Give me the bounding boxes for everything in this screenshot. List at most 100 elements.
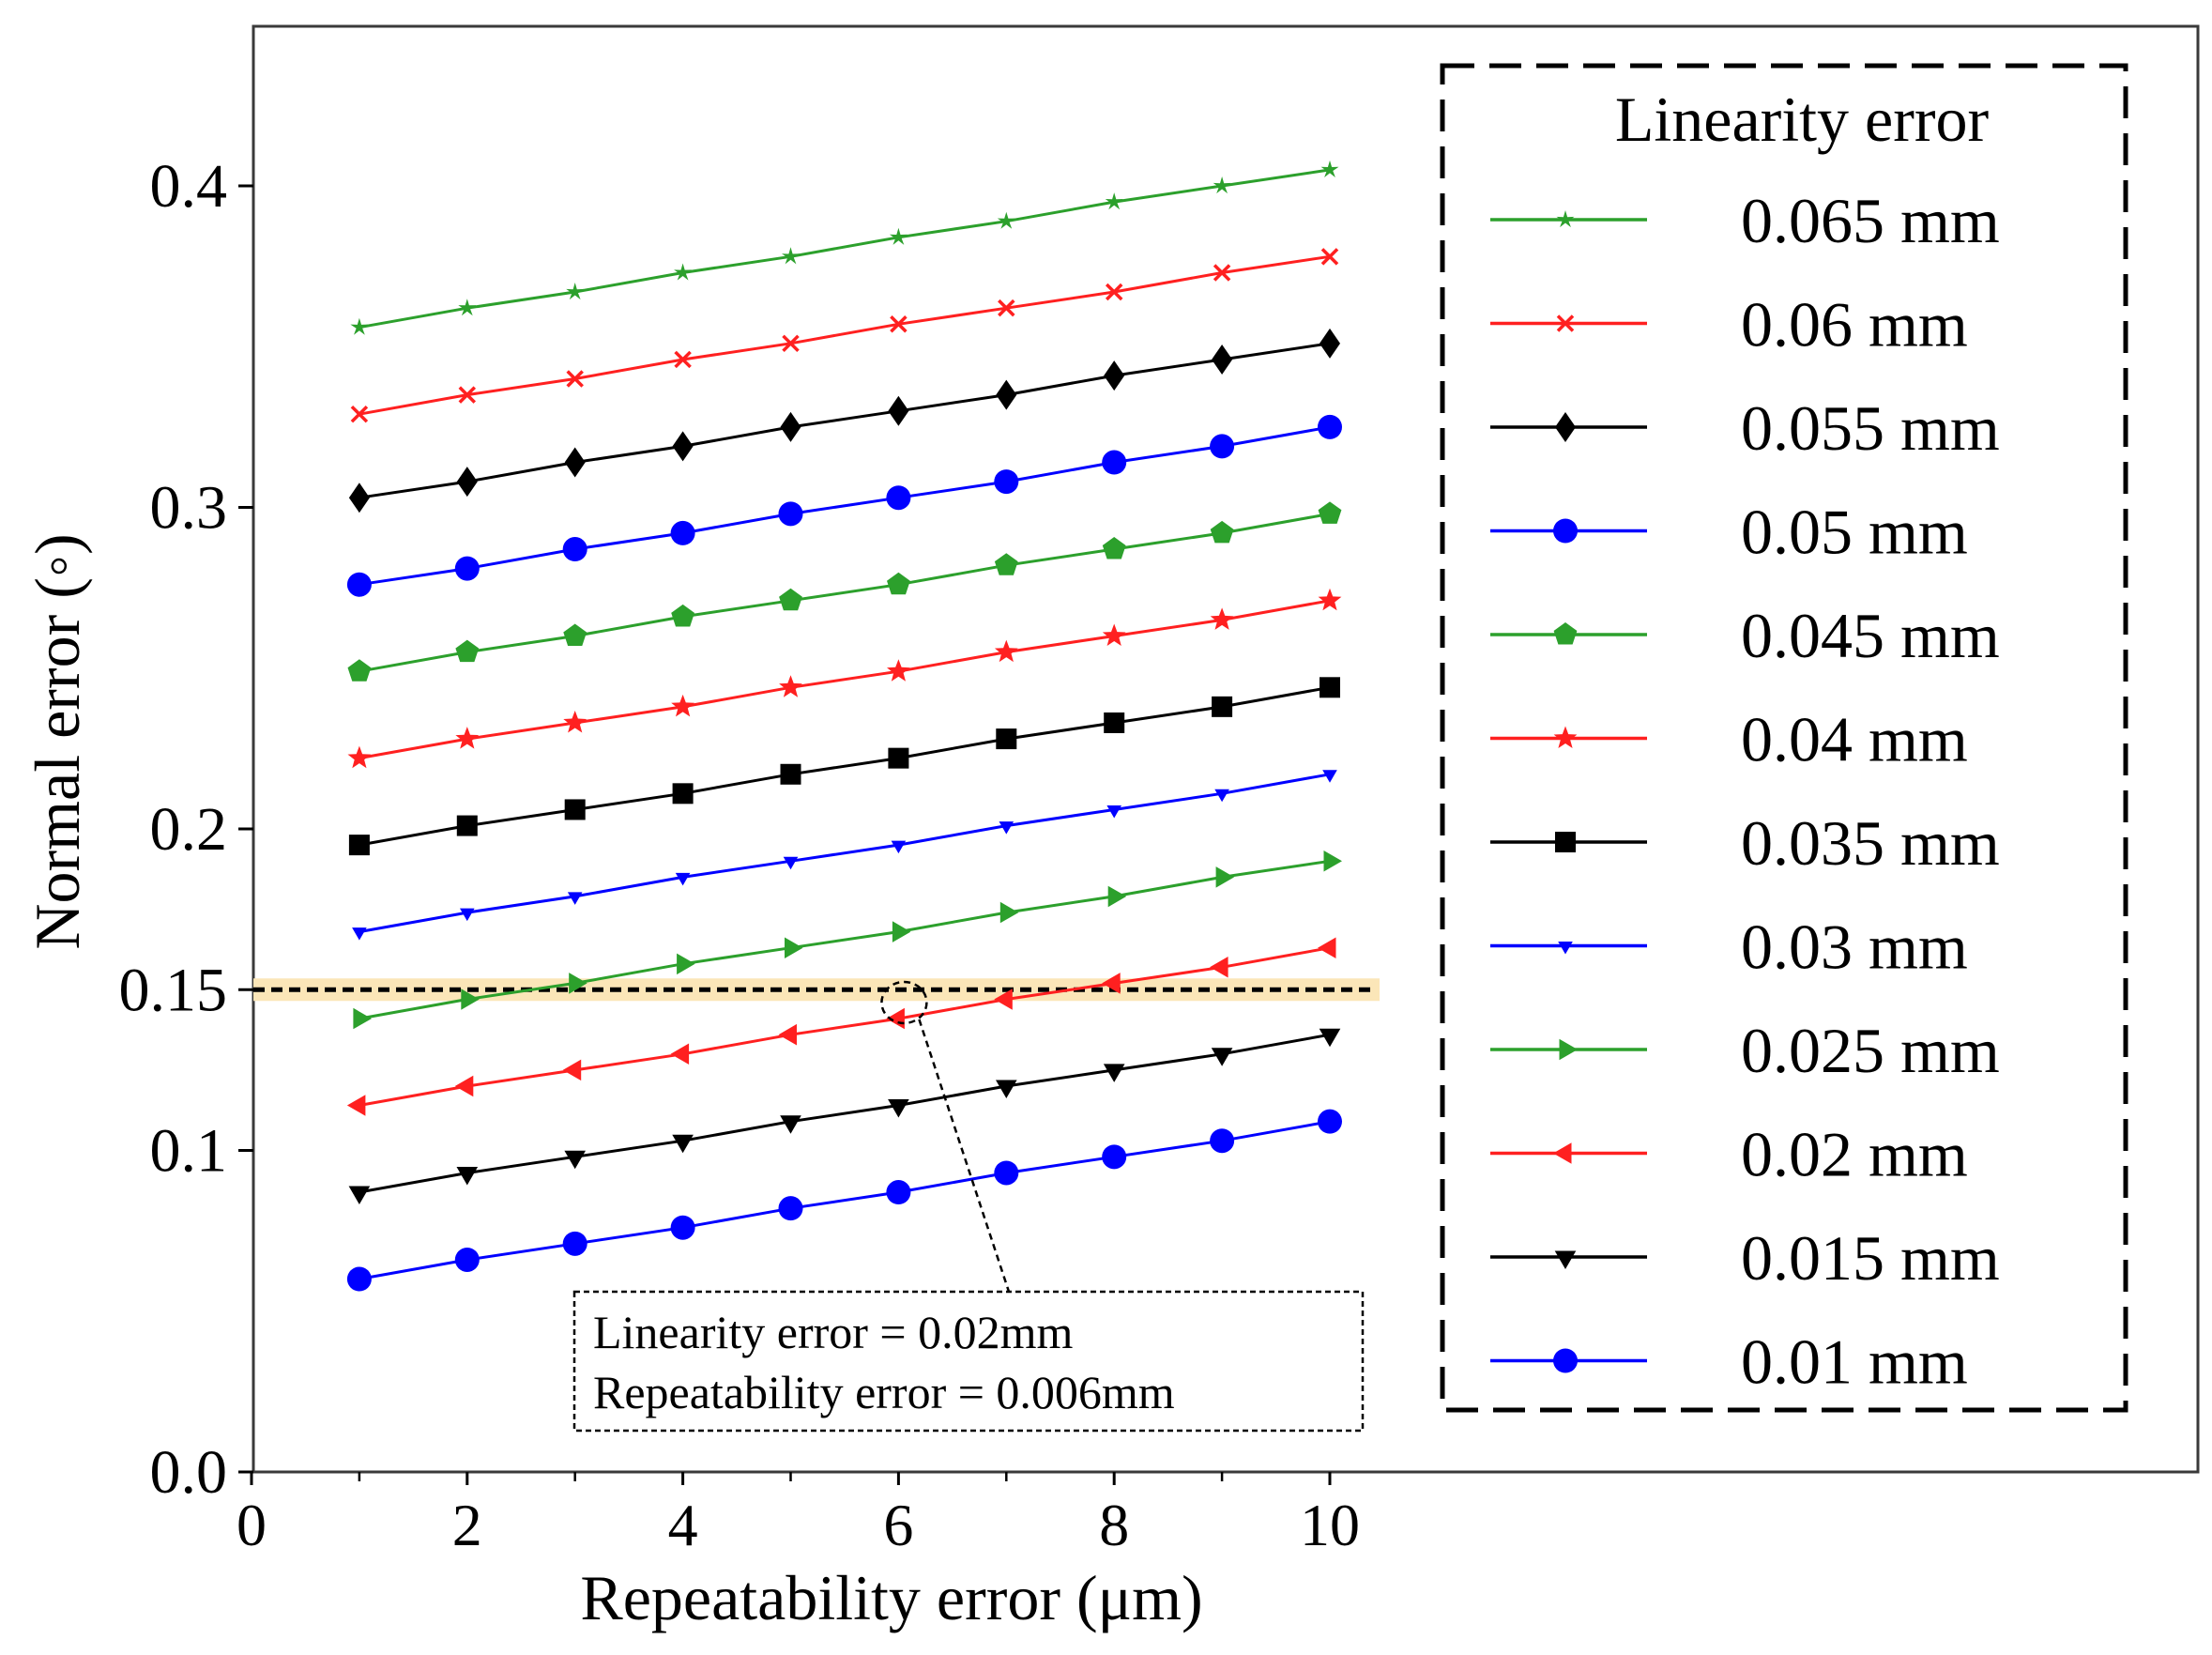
legend-marker-0 (1556, 210, 1575, 228)
data-point-9-4 (778, 1023, 797, 1046)
legend-label-10: 0.015 mm (1741, 1222, 2000, 1294)
data-point-0-0 (350, 317, 369, 335)
legend-label-3: 0.05 mm (1741, 497, 1968, 568)
legend-marker-6 (1555, 832, 1576, 852)
series-line-9 (358, 946, 1331, 1107)
y-tick-label-2: 0.15 (119, 956, 228, 1024)
legend-entry-9: 0.02 mm (1490, 1119, 1968, 1190)
data-point-7-4 (783, 856, 799, 870)
data-point-4-3 (671, 604, 694, 627)
data-point-5-1 (455, 727, 480, 749)
data-point-3-7 (1102, 450, 1127, 475)
data-point-1-3 (674, 350, 692, 369)
data-point-11-6 (994, 1160, 1019, 1186)
data-point-0-6 (997, 211, 1015, 229)
data-point-11-4 (778, 1196, 803, 1221)
x-tick-label-5: 10 (1300, 1492, 1360, 1558)
series-7 (352, 770, 1337, 941)
data-point-1-0 (350, 405, 369, 423)
threshold-layer (253, 978, 1380, 1002)
legend-title: Linearity error (1615, 84, 1990, 155)
data-point-7-5 (891, 840, 907, 854)
series-line-7 (358, 773, 1331, 934)
data-point-6-9 (1320, 677, 1340, 698)
legend-entry-8: 0.025 mm (1490, 1015, 2000, 1086)
legend-marker-11 (1553, 1348, 1578, 1373)
data-point-2-1 (456, 467, 478, 498)
data-point-9-6 (994, 988, 1013, 1010)
data-point-2-6 (996, 379, 1017, 410)
data-point-9-9 (1318, 937, 1336, 958)
data-point-10-0 (348, 1186, 371, 1204)
data-point-11-2 (562, 1231, 587, 1256)
data-point-4-9 (1318, 501, 1342, 524)
data-point-5-0 (347, 745, 372, 769)
y-tick-label-5: 0.4 (150, 152, 228, 221)
legend-marker-10 (1554, 1250, 1577, 1269)
legend-marker-7 (1558, 942, 1573, 955)
data-point-0-7 (1105, 192, 1123, 210)
data-point-0-9 (1320, 160, 1339, 177)
data-point-8-0 (353, 1007, 372, 1030)
x-tick-label-4: 8 (1099, 1492, 1129, 1558)
data-point-6-7 (1104, 712, 1125, 733)
legend-marker-2 (1555, 412, 1576, 442)
y-tick-label-0: 0.0 (150, 1438, 228, 1507)
data-point-3-2 (562, 537, 587, 562)
data-point-2-8 (1212, 344, 1233, 375)
x-tick-label-3: 6 (883, 1492, 913, 1558)
x-axis-label: Repeatability error (μm) (580, 1562, 1202, 1633)
series-line-10 (358, 1033, 1331, 1194)
data-point-6-6 (996, 728, 1017, 750)
series-line-0 (358, 168, 1331, 329)
data-point-4-1 (455, 639, 480, 663)
data-point-5-4 (779, 675, 802, 697)
legend-entry-6: 0.035 mm (1490, 807, 2000, 879)
data-point-11-8 (1210, 1128, 1235, 1154)
data-point-4-8 (1210, 520, 1234, 544)
legend-entry-5: 0.04 mm (1490, 704, 1968, 775)
data-point-3-4 (778, 501, 803, 527)
legend-label-4: 0.045 mm (1741, 600, 2000, 671)
data-point-6-4 (780, 763, 801, 785)
legend-entry-7: 0.03 mm (1490, 912, 1968, 983)
data-point-10-3 (672, 1134, 694, 1154)
data-point-3-6 (994, 469, 1019, 495)
data-point-2-7 (1104, 360, 1125, 391)
data-point-7-1 (460, 908, 475, 922)
data-point-9-1 (454, 1075, 474, 1097)
series-11 (346, 1109, 1342, 1292)
series-line-6 (358, 685, 1331, 847)
data-point-9-7 (1102, 973, 1121, 994)
data-point-7-8 (1214, 789, 1229, 803)
legend-label-6: 0.035 mm (1741, 807, 2000, 879)
data-point-1-2 (566, 370, 584, 388)
data-point-5-3 (671, 694, 694, 717)
annotation-highlight-circle (880, 980, 928, 1025)
y-tick-label-3: 0.2 (150, 795, 228, 864)
data-point-1-7 (1105, 283, 1123, 301)
data-point-8-7 (1107, 885, 1127, 908)
data-point-3-5 (886, 485, 911, 511)
series-5 (347, 588, 1342, 769)
x-tick-label-2: 4 (668, 1492, 698, 1558)
data-point-7-2 (567, 892, 583, 905)
data-point-1-5 (890, 315, 908, 333)
series-1 (350, 248, 1339, 423)
legend-marker-3 (1553, 518, 1578, 544)
data-point-2-5 (888, 395, 909, 426)
legend-marker-1 (1556, 314, 1575, 332)
data-point-0-5 (889, 227, 908, 245)
annotation-leader-line (918, 1019, 1011, 1293)
series-8 (353, 850, 1342, 1030)
data-point-10-1 (456, 1167, 479, 1186)
data-point-10-6 (996, 1080, 1017, 1098)
data-point-11-5 (886, 1180, 911, 1205)
legend-label-1: 0.06 mm (1741, 289, 1968, 360)
data-point-9-8 (1210, 957, 1228, 978)
data-point-7-0 (352, 927, 367, 941)
data-point-4-2 (563, 623, 587, 646)
legend-entry-0: 0.065 mm (1490, 185, 2000, 256)
data-point-10-7 (1103, 1064, 1125, 1082)
data-point-5-7 (1102, 623, 1126, 646)
